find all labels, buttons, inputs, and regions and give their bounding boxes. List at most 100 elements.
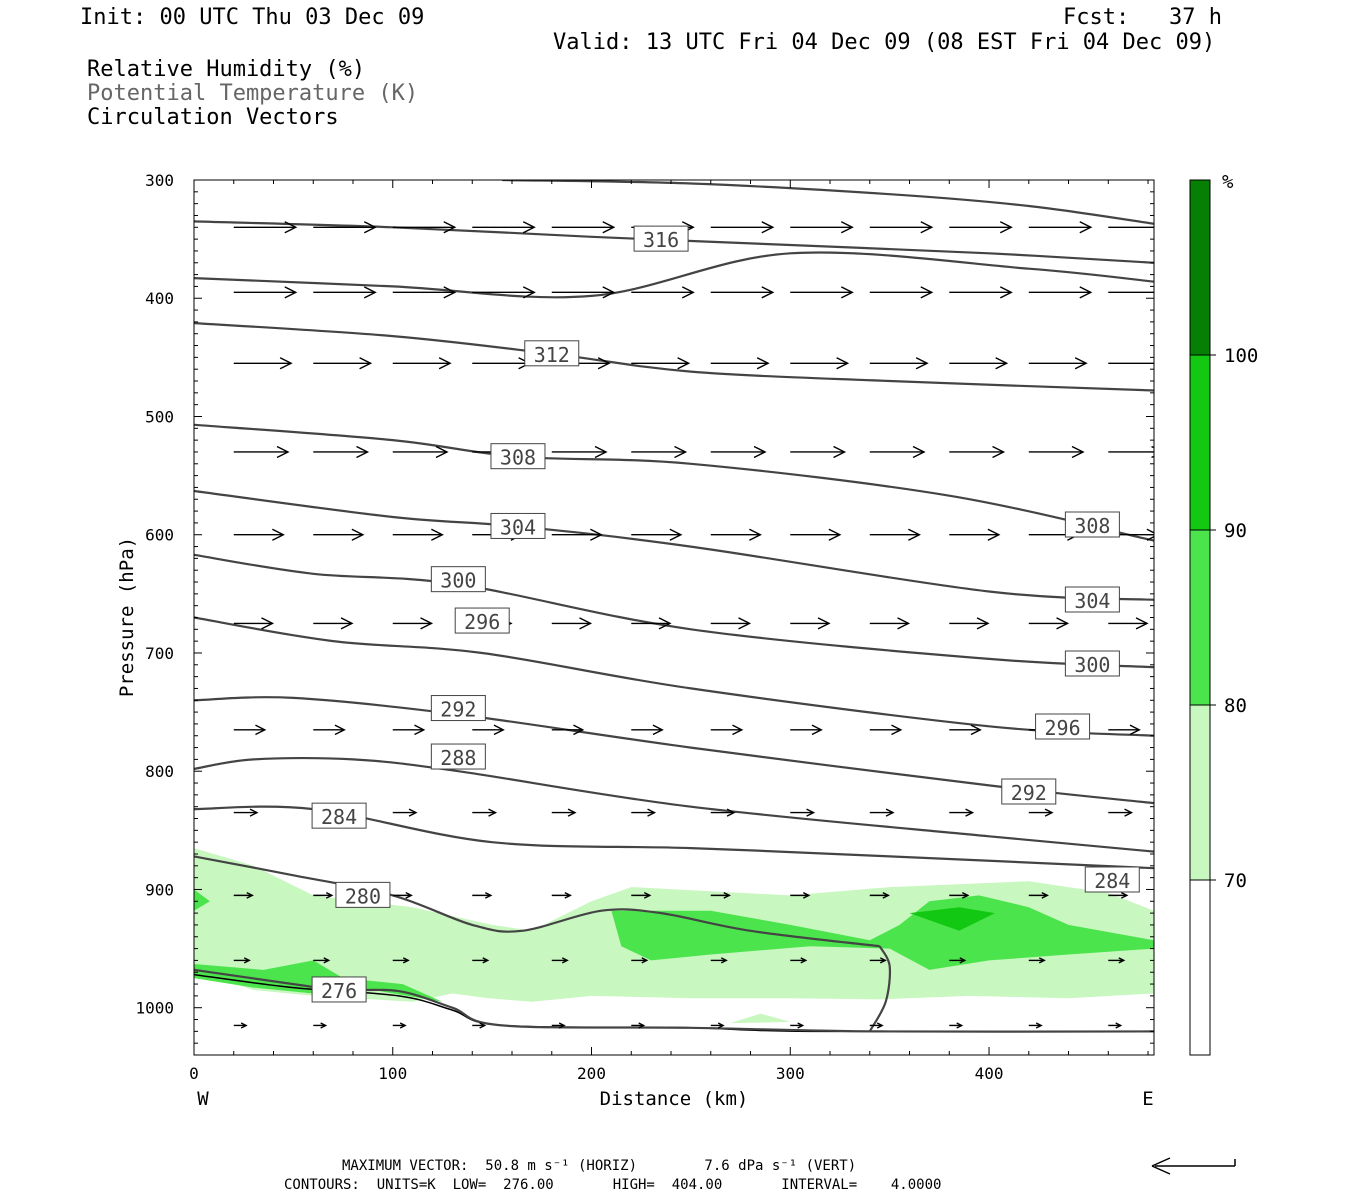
contour-label-box bbox=[454, 607, 510, 634]
contour-label: 292 bbox=[1011, 781, 1047, 805]
circulation-vector bbox=[869, 1022, 884, 1029]
contour-label-box bbox=[1064, 586, 1120, 613]
circulation-vector bbox=[710, 286, 775, 299]
circulation-vector bbox=[392, 1022, 407, 1029]
circulation-vector bbox=[790, 617, 831, 630]
rh-region-90 bbox=[909, 907, 995, 931]
circulation-vector bbox=[710, 617, 752, 630]
contour-label: 312 bbox=[534, 343, 570, 367]
circulation-vector bbox=[392, 528, 444, 541]
circulation-vector bbox=[869, 445, 926, 459]
circulation-vector bbox=[551, 617, 593, 630]
x-east-label: E bbox=[1142, 1088, 1153, 1110]
contour-label-box bbox=[1064, 511, 1120, 538]
circulation-vector bbox=[313, 286, 377, 299]
colorbar-label: 90 bbox=[1224, 520, 1247, 542]
contour-label: 280 bbox=[345, 884, 381, 908]
contour-label: 304 bbox=[1074, 589, 1110, 613]
circulation-vector bbox=[710, 445, 767, 459]
y-tick-label: 900 bbox=[145, 880, 174, 899]
contour-label: 300 bbox=[440, 569, 476, 593]
contours-note: CONTOURS: UNITS=K LOW= 276.00 HIGH= 404.… bbox=[284, 1177, 942, 1193]
colorbar-label: 100 bbox=[1224, 345, 1258, 367]
contour-label: 300 bbox=[1074, 653, 1110, 677]
contour-label-box bbox=[1084, 866, 1140, 893]
circulation-vector bbox=[313, 357, 373, 370]
circulation-vector bbox=[313, 221, 377, 234]
contour-label: 284 bbox=[321, 805, 357, 829]
circulation-vector bbox=[869, 957, 887, 964]
circulation-vector bbox=[1028, 221, 1093, 234]
circulation-vector bbox=[790, 808, 816, 817]
circulation-vector bbox=[790, 724, 823, 736]
colorbar-unit: % bbox=[1222, 171, 1234, 193]
contour-label: 308 bbox=[1074, 514, 1110, 538]
circulation-vector bbox=[1108, 724, 1141, 736]
x-tick-label: 100 bbox=[378, 1064, 407, 1083]
circulation-vector bbox=[869, 724, 903, 736]
circulation-vector bbox=[313, 891, 334, 899]
circulation-vector bbox=[869, 357, 929, 370]
y-axis-title: Pressure (hPa) bbox=[116, 537, 138, 697]
rh-region-80 bbox=[611, 895, 1154, 970]
x-tick-label: 200 bbox=[577, 1064, 606, 1083]
contour-label-box bbox=[524, 340, 580, 367]
circulation-vector bbox=[1028, 445, 1085, 459]
contour-label: 288 bbox=[440, 746, 476, 770]
rh-region-80 bbox=[194, 889, 210, 911]
circulation-vector bbox=[949, 357, 1009, 370]
circulation-vector bbox=[233, 286, 298, 299]
contour-label-box bbox=[430, 566, 486, 593]
circulation-vector bbox=[1028, 957, 1046, 964]
x-tick-label: 0 bbox=[189, 1064, 199, 1083]
circulation-vector bbox=[233, 724, 267, 736]
x-west-label: W bbox=[197, 1088, 209, 1110]
theta-contour bbox=[868, 945, 892, 1032]
circulation-vector bbox=[551, 891, 572, 899]
circulation-vector bbox=[710, 724, 744, 736]
circulation-vector bbox=[313, 445, 370, 459]
circulation-vector bbox=[1028, 617, 1070, 630]
circulation-vector bbox=[472, 808, 498, 817]
colorbar-segment bbox=[1190, 705, 1210, 880]
y-tick-label: 500 bbox=[145, 407, 174, 426]
contour-label-box bbox=[311, 802, 367, 829]
circulation-vector bbox=[1108, 362, 1154, 364]
circulation-vector bbox=[472, 286, 536, 299]
y-tick-label: 400 bbox=[145, 289, 174, 308]
field-rh-label: Relative Humidity (%) bbox=[87, 57, 366, 82]
circulation-vector bbox=[1028, 357, 1088, 370]
circulation-vector bbox=[949, 445, 1006, 459]
contour-label: 316 bbox=[643, 228, 679, 252]
circulation-vector bbox=[631, 808, 657, 817]
circulation-vector bbox=[313, 1022, 328, 1029]
circulation-vector bbox=[551, 528, 603, 541]
contour-label-box bbox=[1064, 650, 1120, 677]
contour-label: 284 bbox=[1094, 869, 1130, 893]
circulation-vector bbox=[631, 1022, 646, 1029]
circulation-vector bbox=[233, 445, 290, 459]
circulation-vector bbox=[551, 957, 569, 964]
circulation-vector bbox=[392, 808, 418, 817]
init-time: Init: 00 UTC Thu 03 Dec 09 bbox=[80, 5, 425, 30]
circulation-vector bbox=[392, 617, 434, 630]
contour-label-box bbox=[490, 512, 546, 539]
circulation-vector bbox=[949, 221, 1013, 234]
circulation-vector bbox=[631, 286, 695, 299]
field-theta-label: Potential Temperature (K) bbox=[87, 81, 419, 106]
circulation-vector bbox=[1108, 617, 1149, 630]
circulation-vector bbox=[233, 221, 298, 234]
circulation-vector bbox=[1108, 1022, 1123, 1029]
contour-label-box bbox=[490, 443, 546, 470]
y-tick-label: 1000 bbox=[135, 999, 174, 1018]
contour-label: 304 bbox=[500, 515, 536, 539]
contour-label: 308 bbox=[500, 446, 536, 470]
contour-label: 296 bbox=[464, 610, 500, 634]
colorbar-label: 80 bbox=[1224, 695, 1247, 717]
colorbar-label: 70 bbox=[1224, 870, 1247, 892]
circulation-vector bbox=[233, 957, 251, 964]
circulation-vector bbox=[949, 957, 967, 964]
valid-time: Valid: 13 UTC Fri 04 Dec 09 (08 EST Fri … bbox=[553, 30, 1216, 55]
circulation-vector bbox=[949, 286, 1013, 299]
circulation-vector bbox=[710, 357, 770, 370]
